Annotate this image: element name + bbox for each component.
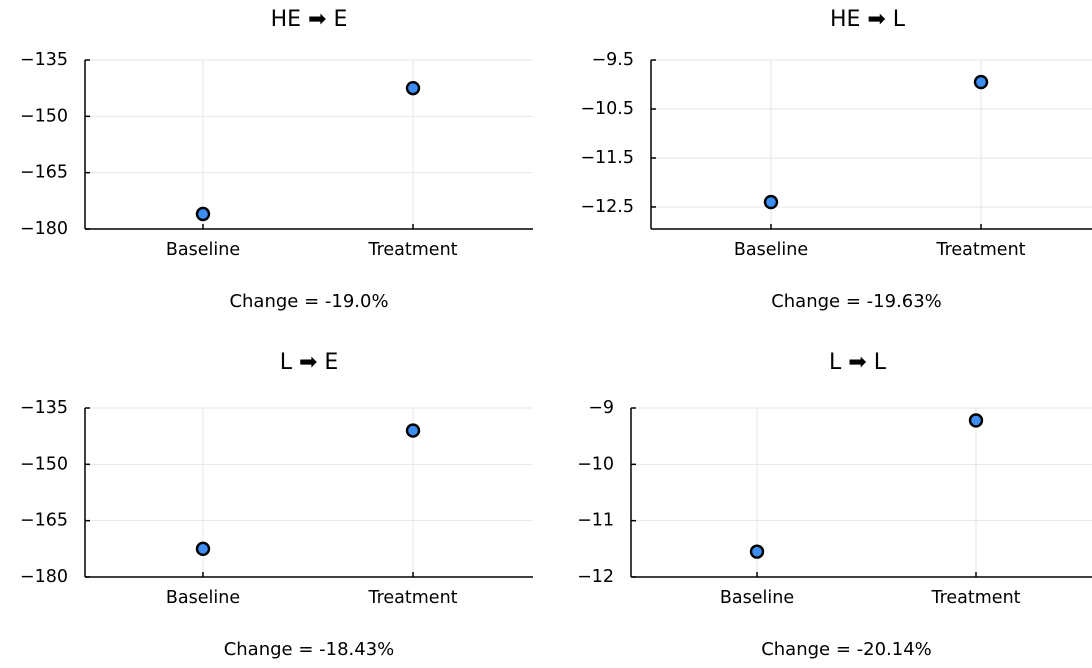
data-point [968, 413, 984, 428]
y-tick-label: −165 [20, 163, 68, 183]
y-tick-label: −10 [577, 454, 614, 474]
x-tick-label: Baseline [720, 588, 794, 608]
y-tick-label: −150 [20, 106, 68, 126]
data-point [763, 194, 779, 210]
y-tick-label: −180 [20, 567, 68, 587]
subplot-title: HE ➡ E [271, 7, 348, 32]
data-point [405, 80, 421, 96]
y-tick-label: −10.5 [580, 99, 634, 119]
data-point [195, 541, 211, 557]
y-tick-label: −135 [20, 398, 68, 418]
subplot-title: L ➡ L [829, 350, 887, 375]
x-tick-label: Baseline [166, 240, 240, 260]
y-tick-label: −135 [20, 50, 68, 70]
data-point [195, 206, 211, 222]
y-tick-label: −11.5 [580, 148, 634, 168]
change-annotation: Change = -18.43% [224, 639, 395, 660]
x-tick-label: Treatment [935, 240, 1025, 260]
subplot-title: L ➡ E [280, 350, 339, 375]
y-tick-label: −12.5 [580, 197, 634, 217]
x-tick-label: Treatment [930, 588, 1020, 608]
data-point [973, 74, 989, 90]
y-tick-label: −9 [588, 398, 614, 418]
y-tick-label: −11 [577, 511, 614, 531]
change-annotation: Change = -20.14% [761, 639, 932, 660]
y-tick-label: −12 [577, 567, 614, 587]
x-tick-label: Baseline [166, 588, 240, 608]
x-tick-label: Treatment [367, 588, 457, 608]
y-tick-label: −150 [20, 454, 68, 474]
y-tick-label: −180 [20, 219, 68, 239]
x-tick-label: Treatment [367, 240, 457, 260]
x-tick-label: Baseline [734, 240, 808, 260]
y-tick-label: −165 [20, 511, 68, 531]
change-annotation: Change = -19.0% [229, 291, 388, 312]
subplot-title: HE ➡ L [830, 7, 906, 32]
data-point [405, 423, 421, 438]
y-tick-label: −9.5 [592, 50, 635, 70]
change-annotation: Change = -19.63% [771, 291, 942, 312]
data-point [749, 544, 765, 559]
